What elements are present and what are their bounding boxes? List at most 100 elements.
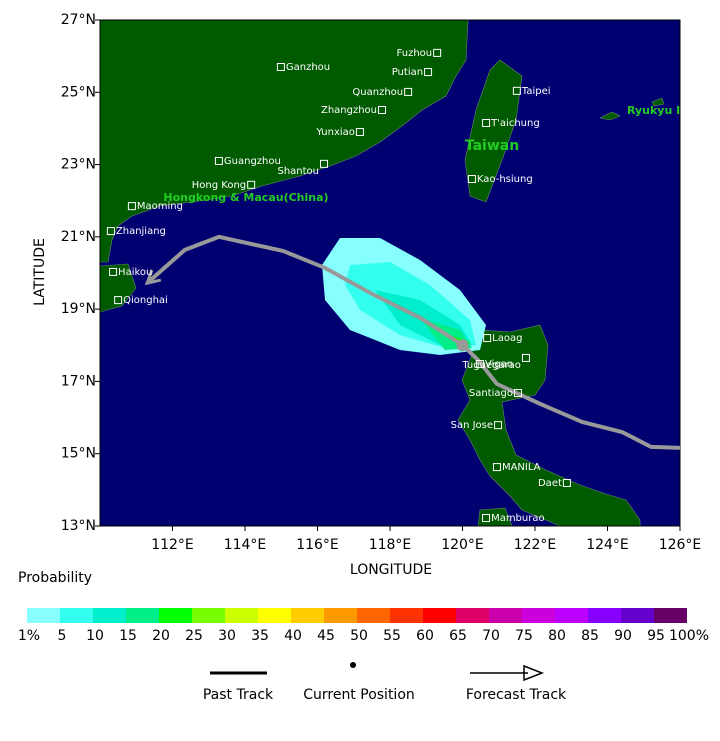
x-tick-label: 114°E: [224, 537, 267, 553]
colorbar-swatch: [291, 608, 324, 623]
city-marker: [247, 180, 256, 189]
legend-item: Past Track: [203, 687, 274, 703]
city-label: Laoag: [492, 333, 522, 344]
colorbar-swatch: [93, 608, 126, 623]
colorbar-swatch: [588, 608, 621, 623]
y-tick-label: 19°N: [61, 301, 96, 317]
ryukyu-2: [651, 97, 665, 107]
colorbar-swatch: [555, 608, 588, 623]
city-marker: [521, 353, 530, 362]
y-tick-label: 21°N: [61, 229, 96, 245]
colorbar-label: 50: [350, 628, 368, 644]
city-label: Daet: [538, 478, 562, 489]
colorbar-label: 55: [383, 628, 401, 644]
colorbar-swatch: [27, 608, 60, 623]
colorbar-label: 5: [58, 628, 67, 644]
colorbar-swatch: [390, 608, 423, 623]
region-label: Taiwan: [465, 138, 519, 154]
city-label: Kao-hsiung: [477, 174, 533, 185]
region-label: Ryukyu I: [627, 104, 680, 117]
legend-title: Probability: [18, 570, 92, 586]
y-tick-label: 25°N: [61, 84, 96, 100]
city-label: Hong Kong: [192, 180, 246, 191]
tracks: [144, 234, 680, 450]
x-tick-label: 112°E: [151, 537, 194, 553]
land: [100, 20, 665, 526]
colorbar-label: 15: [119, 628, 137, 644]
colorbar-label: 70: [482, 628, 500, 644]
colorbar-swatch: [654, 608, 687, 623]
city-marker: [483, 334, 492, 343]
colorbar-label: 35: [251, 628, 269, 644]
colorbar-swatch: [522, 608, 555, 623]
china-coast: [100, 20, 469, 263]
city-marker: [214, 156, 223, 165]
colorbar-label: 45: [317, 628, 335, 644]
x-tick-label: 124°E: [586, 537, 629, 553]
y-tick-label: 15°N: [61, 446, 96, 462]
city-marker: [482, 119, 491, 128]
city-marker: [475, 360, 484, 369]
city-marker: [562, 478, 571, 487]
colorbar-swatch: [621, 608, 654, 623]
city-label: Maoming: [137, 201, 183, 212]
forecast-arrow-key: [523, 664, 545, 682]
colorbar-swatch: [489, 608, 522, 623]
colorbar-label: 90: [614, 628, 632, 644]
city-label: Zhangzhou: [321, 105, 377, 116]
y-tick-label: 13°N: [61, 518, 96, 534]
y-tick-label: 17°N: [61, 373, 96, 389]
colorbar-label: 85: [581, 628, 599, 644]
city-marker: [492, 463, 501, 472]
city-label: Haikou: [118, 267, 152, 278]
city-label: Quanzhou: [352, 87, 403, 98]
colorbar-swatch: [159, 608, 192, 623]
colorbar-swatch: [324, 608, 357, 623]
city-label: MANILA: [502, 462, 541, 473]
city-marker: [513, 388, 522, 397]
forecast-arrowhead: [144, 269, 162, 286]
x-tick-label: 122°E: [514, 537, 557, 553]
colorbar-swatch: [423, 608, 456, 623]
colorbar-swatch: [60, 608, 93, 623]
colorbar-label: 65: [449, 628, 467, 644]
city-label: Zhanjiang: [116, 226, 166, 237]
colorbar-label: 10: [86, 628, 104, 644]
taiwan: [464, 59, 523, 203]
city-marker: [109, 267, 118, 276]
colorbar-swatch: [357, 608, 390, 623]
colorbar-swatch: [192, 608, 225, 623]
current-position-key: [350, 662, 356, 668]
city-label: San Jose: [451, 420, 493, 431]
city-marker: [106, 227, 115, 236]
city-label: Qionghai: [123, 295, 168, 306]
city-marker: [378, 105, 387, 114]
city-marker: [127, 202, 136, 211]
colorbar-label: 95: [647, 628, 665, 644]
city-label: Fuzhou: [397, 48, 433, 59]
colorbar-swatch: [126, 608, 159, 623]
city-marker: [320, 159, 329, 168]
city-label: Taipei: [521, 86, 551, 97]
city-label: Mamburao: [491, 513, 545, 524]
city-label: Santiago: [469, 388, 513, 399]
city-marker: [494, 421, 503, 430]
colorbar-label: 40: [284, 628, 302, 644]
x-tick-label: 118°E: [369, 537, 412, 553]
current-position: [456, 339, 469, 352]
city-label: Yunxiao: [315, 127, 355, 138]
x-tick-label: 126°E: [659, 537, 702, 553]
city-label: Shantou: [277, 166, 319, 177]
city-marker: [276, 62, 285, 71]
colorbar-swatch: [456, 608, 489, 623]
city-marker: [424, 68, 433, 77]
city-marker: [355, 128, 364, 137]
city-label: Tuguegarao: [461, 360, 521, 371]
colorbar-label: 25: [185, 628, 203, 644]
city-marker: [404, 87, 413, 96]
city-label: Vigan: [485, 359, 513, 370]
colorbar-label: 1%: [18, 628, 40, 644]
x-tick-label: 116°E: [296, 537, 339, 553]
